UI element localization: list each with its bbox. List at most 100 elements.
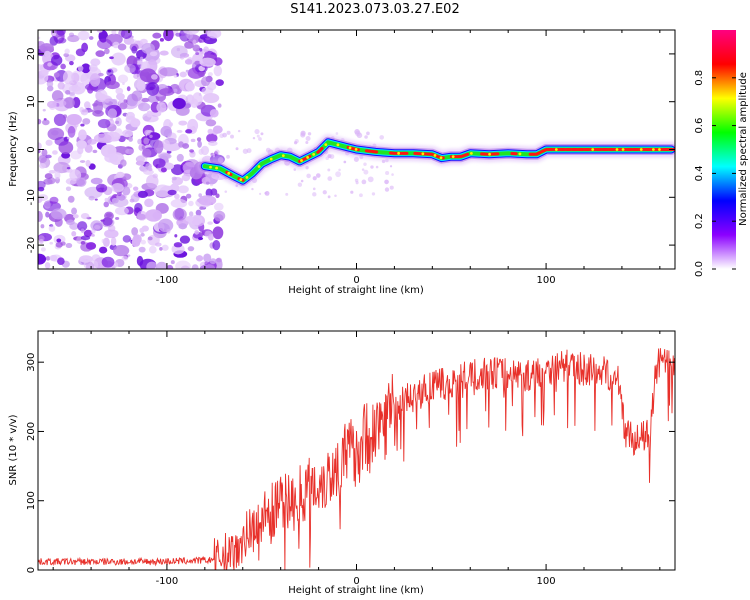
noise-blob — [88, 36, 94, 40]
noise-blob — [201, 76, 211, 87]
noise-blob — [73, 214, 79, 219]
noise-blob — [131, 39, 138, 45]
spectrogram-ytick-label: -20 — [26, 237, 37, 253]
noise-blob — [96, 30, 103, 33]
noise-blob — [115, 117, 122, 127]
noise-blob — [200, 145, 210, 156]
noise-dot — [212, 129, 218, 135]
spectrogram-xlabel: Height of straight line (km) — [288, 285, 424, 296]
noise-blob — [171, 176, 177, 181]
noise-blob — [38, 142, 42, 150]
noise-blob — [198, 195, 217, 206]
noise-blob — [54, 170, 61, 180]
noise-blob — [174, 193, 180, 200]
noise-blob — [194, 60, 201, 66]
ridge-core-yellow — [269, 157, 273, 161]
noise-blob — [38, 256, 45, 263]
noise-dot — [254, 129, 260, 135]
ridge-core-yellow — [239, 178, 243, 182]
noise-blob — [141, 225, 149, 232]
noise-blob — [45, 139, 53, 146]
ridge-core-red — [534, 150, 542, 156]
noise-dot — [353, 156, 359, 162]
noise-blob — [78, 129, 87, 141]
snr-axes: -100 0 100 0 100 200 300 — [26, 331, 675, 587]
noise-blob — [191, 264, 199, 269]
noise-blob — [104, 197, 109, 202]
noise-blob — [49, 196, 59, 204]
noise-blob — [41, 148, 48, 157]
noise-dot — [252, 136, 256, 140]
noise-dot — [354, 129, 360, 135]
noise-blob — [157, 218, 174, 233]
noise-blob — [214, 214, 224, 222]
noise-blob — [67, 34, 80, 43]
spectrogram-ytick-label: 0 — [26, 146, 37, 152]
noise-blob — [203, 46, 209, 53]
noise-blob — [80, 228, 85, 233]
noise-dot — [312, 176, 317, 181]
noise-dot — [306, 173, 311, 179]
noise-blob — [52, 150, 58, 155]
noise-blob — [195, 52, 200, 56]
noise-blob — [96, 38, 112, 50]
noise-blob — [53, 162, 70, 174]
noise-dot — [338, 168, 341, 172]
noise-blob — [104, 98, 110, 103]
noise-blob — [207, 221, 213, 225]
noise-blob — [137, 190, 148, 199]
snr-ytick-label: 100 — [26, 491, 37, 510]
ridge-core-red — [364, 149, 373, 153]
noise-blob — [206, 133, 218, 143]
noise-blob — [152, 32, 162, 39]
noise-blob — [42, 119, 50, 126]
noise-dot — [363, 162, 367, 166]
noise-blob — [149, 134, 153, 138]
noise-blob — [91, 233, 95, 237]
snr-plot — [38, 348, 675, 570]
noise-blob — [60, 63, 66, 70]
noise-blob — [130, 118, 141, 128]
noise-blob — [156, 102, 167, 113]
spectrogram-ytick-label: 20 — [26, 48, 37, 61]
ridge-core-yellow — [257, 165, 261, 168]
noise-dot — [235, 147, 239, 151]
noise-blob — [128, 136, 133, 142]
spectrogram-xtick-label: -100 — [156, 275, 179, 286]
noise-blob — [85, 159, 91, 167]
ridge-core-yellow — [591, 148, 595, 151]
noise-blob — [97, 72, 104, 77]
ridge-core-yellow — [469, 151, 473, 155]
noise-dot — [322, 190, 327, 195]
noise-dot — [385, 170, 390, 176]
noise-blob — [51, 54, 63, 66]
noise-blob — [44, 173, 53, 180]
noise-blob — [122, 176, 127, 180]
noise-blob — [198, 236, 204, 241]
noise-blob — [51, 90, 64, 102]
noise-blob — [111, 197, 119, 204]
noise-dot — [305, 135, 311, 142]
snr-ylabel: SNR (10 * v/v) — [8, 414, 19, 485]
noise-blob — [153, 140, 164, 154]
noise-dot — [226, 154, 230, 159]
noise-dot — [363, 169, 369, 175]
noise-blob — [57, 81, 65, 90]
noise-blob — [179, 235, 191, 244]
noise-blob — [83, 259, 99, 269]
noise-blob — [154, 184, 171, 198]
snr-xtick-label: 100 — [537, 576, 556, 587]
noise-blob — [207, 72, 213, 77]
noise-dot — [389, 185, 394, 190]
noise-blob — [131, 45, 138, 54]
spectrogram-ylabel: Frequency (Hz) — [8, 111, 19, 187]
noise-blob — [146, 261, 158, 269]
noise-blob — [138, 246, 146, 253]
noise-blob — [53, 113, 67, 127]
noise-blob — [178, 223, 188, 230]
noise-blob — [111, 30, 117, 35]
noise-blob — [93, 99, 103, 115]
noise-blob — [213, 65, 223, 77]
noise-blob — [115, 87, 124, 95]
noise-blob — [84, 144, 93, 153]
